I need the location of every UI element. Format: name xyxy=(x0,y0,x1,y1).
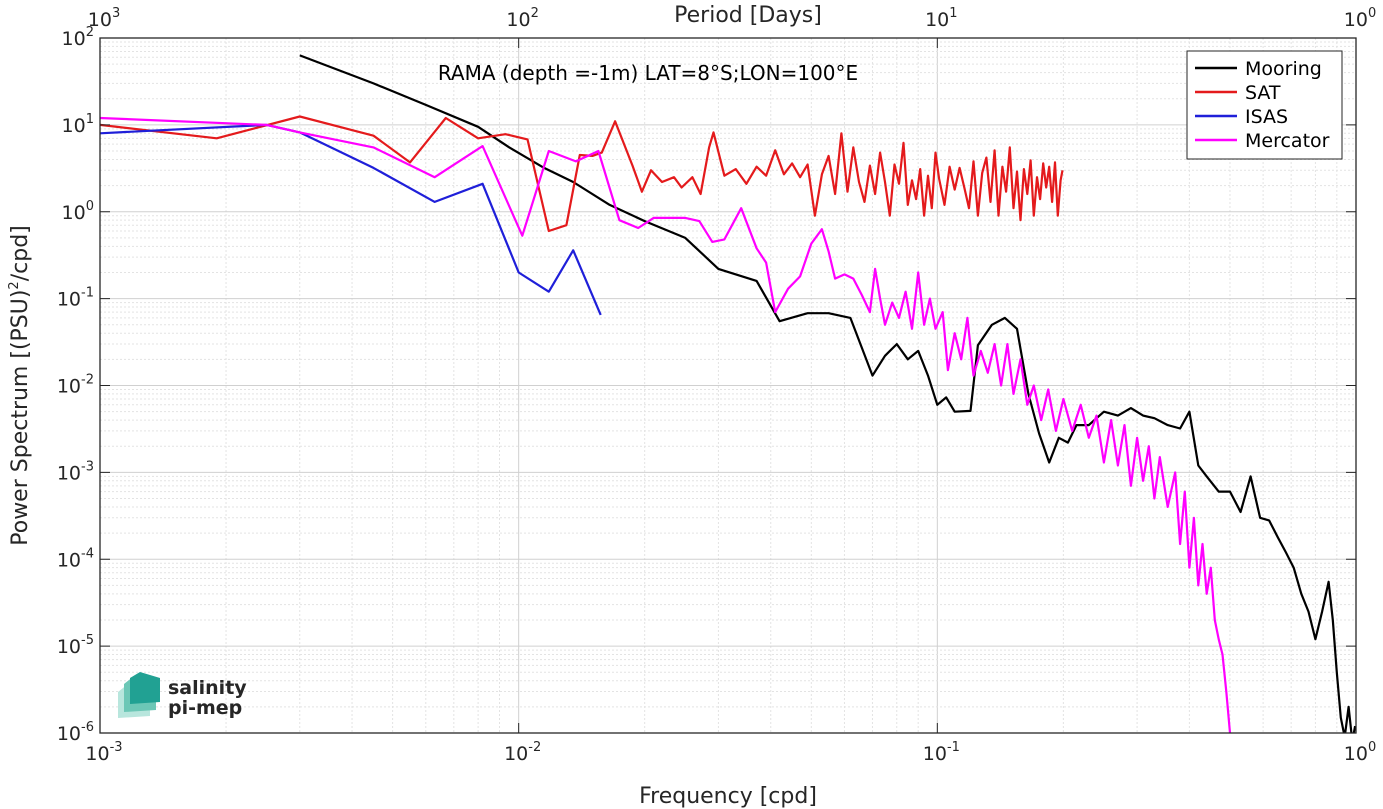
top-axis-label: Period [Days] xyxy=(674,3,822,28)
y-tick-label-exponent: -5 xyxy=(81,633,94,648)
y-axis-label-tail: /cpd] xyxy=(8,225,33,281)
top-tick-label-exponent: 3 xyxy=(112,6,120,21)
top-tick-label-exponent: 2 xyxy=(531,6,539,21)
top-tick-label-base: 10 xyxy=(506,9,530,31)
logo-text-pimep: pi-mep xyxy=(168,697,242,719)
legend-label: SAT xyxy=(1245,82,1281,104)
y-tick-label-base: 10 xyxy=(57,376,81,398)
axis-ticks xyxy=(99,37,1357,734)
salinity-pimep-logo: salinity pi-mep xyxy=(118,672,247,719)
y-tick-label-base: 10 xyxy=(57,636,81,658)
legend-label: Mercator xyxy=(1245,130,1330,152)
logo-text-salinity: salinity xyxy=(168,677,247,699)
top-tick-label-base: 10 xyxy=(88,9,112,31)
x-tick-label-base: 10 xyxy=(85,743,109,765)
y-tick-label-exponent: -4 xyxy=(81,546,94,561)
x-tick-label-base: 10 xyxy=(504,743,528,765)
y-tick-label: 101 xyxy=(62,112,94,137)
x-tick-label-exponent: -3 xyxy=(110,740,123,755)
top-tick-label: 100 xyxy=(1344,6,1376,31)
x-tick-label: 10-1 xyxy=(923,740,960,765)
series-line-mercator xyxy=(100,116,1232,733)
y-tick-label-exponent: 1 xyxy=(86,112,94,127)
y-tick-label: 10-5 xyxy=(57,633,94,658)
top-tick-label-exponent: 1 xyxy=(949,6,957,21)
series-line-sat xyxy=(100,115,1064,233)
y-tick-label-exponent: -3 xyxy=(81,459,94,474)
y-tick-label-exponent: -6 xyxy=(81,720,94,735)
y-tick-label: 10-6 xyxy=(57,720,94,745)
x-tick-label-exponent: -2 xyxy=(528,740,541,755)
y-axis-label: Power Spectrum [(PSU)2/cpd] xyxy=(7,225,33,546)
y-axis-label-main: Power Spectrum [(PSU) xyxy=(8,290,33,546)
top-tick-label: 103 xyxy=(88,6,120,31)
x-tick-label: 10-2 xyxy=(504,740,541,765)
series-layer xyxy=(100,54,1356,733)
legend-label: ISAS xyxy=(1245,106,1288,128)
y-tick-label-exponent: 0 xyxy=(86,199,94,214)
y-tick-label: 10-4 xyxy=(57,546,94,571)
x-tick-label-exponent: 0 xyxy=(1368,740,1376,755)
y-tick-label: 10-2 xyxy=(57,373,94,398)
chart-title: RAMA (depth =-1m) LAT=8°S;LON=100°E xyxy=(438,61,858,85)
y-tick-label-base: 10 xyxy=(62,28,86,50)
series-line-mooring xyxy=(299,54,1356,733)
y-tick-label-exponent: -1 xyxy=(81,286,94,301)
y-tick-label-exponent: -2 xyxy=(81,373,94,388)
grid xyxy=(99,38,1356,734)
x-tick-label-exponent: -1 xyxy=(947,740,960,755)
top-tick-label: 101 xyxy=(925,6,957,31)
y-tick-label-exponent: 2 xyxy=(86,25,94,40)
legend-label: Mooring xyxy=(1245,58,1322,80)
y-tick-label-base: 10 xyxy=(62,115,86,137)
y-tick-label-base: 10 xyxy=(57,723,81,745)
y-axis-label-sup: 2 xyxy=(7,281,22,289)
x-tick-label: 100 xyxy=(1344,740,1376,765)
y-tick-label-base: 10 xyxy=(62,202,86,224)
x-tick-label: 10-3 xyxy=(85,740,122,765)
y-tick-label: 102 xyxy=(62,25,94,50)
top-tick-label-base: 10 xyxy=(1344,9,1368,31)
logo-icon xyxy=(118,672,160,718)
y-tick-label: 100 xyxy=(62,199,94,224)
y-tick-label-base: 10 xyxy=(57,462,81,484)
y-tick-label: 10-3 xyxy=(57,459,94,484)
top-tick-label-base: 10 xyxy=(925,9,949,31)
y-tick-label-base: 10 xyxy=(57,289,81,311)
x-tick-label-base: 10 xyxy=(923,743,947,765)
y-tick-label-base: 10 xyxy=(57,549,81,571)
x-axis-label: Frequency [cpd] xyxy=(639,784,817,809)
top-tick-label: 102 xyxy=(506,6,538,31)
y-tick-label: 10-1 xyxy=(57,286,94,311)
x-tick-label-base: 10 xyxy=(1344,743,1368,765)
top-tick-label-exponent: 0 xyxy=(1368,6,1376,21)
